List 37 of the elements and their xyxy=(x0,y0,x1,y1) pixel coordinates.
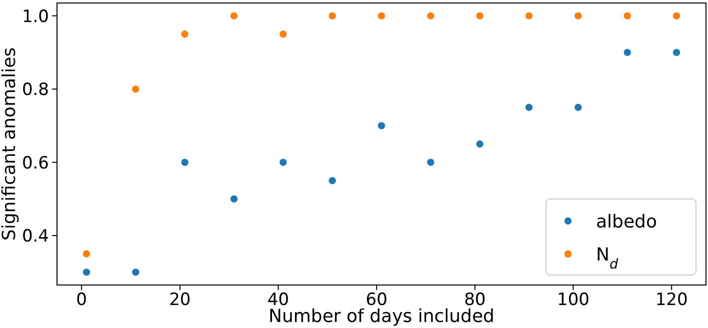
y-tick-label: 1.0 xyxy=(22,6,49,27)
legend-label: N$_{d}$ xyxy=(596,244,618,272)
point xyxy=(230,12,238,20)
point xyxy=(132,268,140,276)
point xyxy=(181,158,188,166)
point xyxy=(328,12,336,20)
x-tick-label: 0 xyxy=(76,290,87,310)
point xyxy=(672,48,680,56)
point xyxy=(525,12,533,20)
point xyxy=(574,104,582,111)
x-tick-label: 100 xyxy=(557,290,590,310)
y-axis-title: Significant anomalies xyxy=(0,47,20,241)
point xyxy=(280,158,287,166)
x-tick-label: 20 xyxy=(169,290,191,310)
point xyxy=(132,85,140,93)
point xyxy=(280,30,287,38)
point xyxy=(476,12,484,20)
point xyxy=(624,48,631,56)
point xyxy=(181,30,188,38)
point xyxy=(328,177,336,184)
point xyxy=(427,12,434,20)
point xyxy=(230,195,238,203)
point xyxy=(672,12,680,20)
point xyxy=(82,268,90,276)
point xyxy=(427,158,434,166)
point xyxy=(378,12,386,20)
point xyxy=(476,140,484,148)
point xyxy=(82,250,90,258)
y-tick-label: 0.8 xyxy=(22,80,49,100)
y-tick-label: 0.6 xyxy=(22,153,49,174)
point xyxy=(525,104,533,111)
y-tick-label: 0.4 xyxy=(22,226,49,247)
point xyxy=(378,122,386,130)
x-tick-label: 120 xyxy=(655,290,688,310)
point xyxy=(624,12,631,20)
legend-label: albedo xyxy=(596,211,657,232)
point xyxy=(574,12,582,20)
